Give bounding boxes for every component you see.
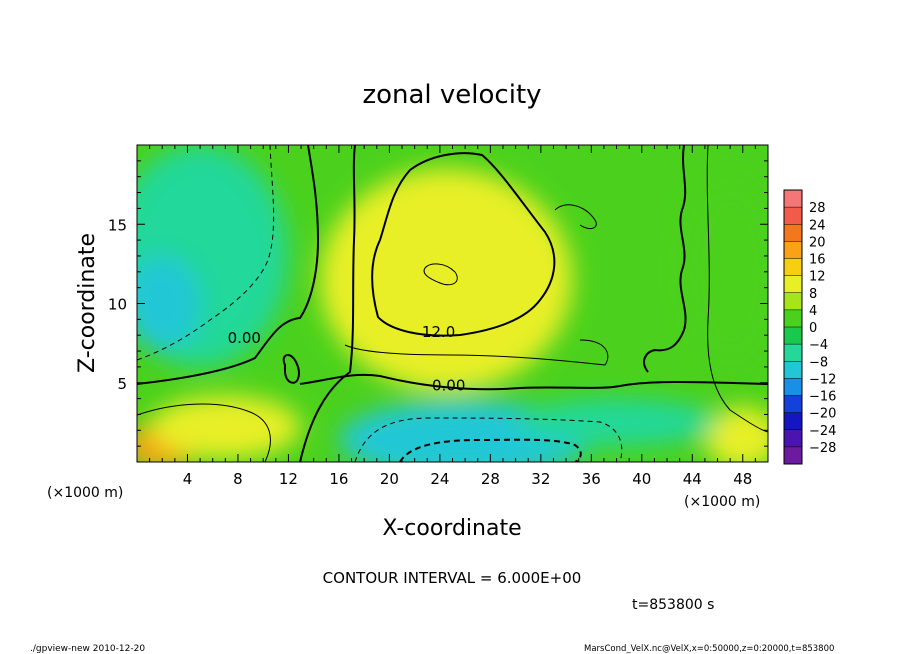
colorbar-swatch bbox=[784, 361, 802, 379]
colorbar-swatch bbox=[784, 207, 802, 225]
velocity-field bbox=[137, 145, 768, 462]
contour-minus-six-bottom bbox=[399, 438, 582, 462]
contour-labels: 0.00 12.0 0.00 bbox=[228, 323, 466, 395]
colorbar-swatch bbox=[784, 327, 802, 345]
x-tick-label: 8 bbox=[233, 470, 243, 488]
footer-left: ./gpview-new 2010-12-20 bbox=[30, 644, 145, 654]
x-axis-ticks: 4 8 12 16 20 24 28 32 36 40 44 48 bbox=[149, 145, 756, 488]
colorbar-swatch bbox=[784, 446, 802, 465]
colorbar-swatch bbox=[784, 429, 802, 448]
contour-lines bbox=[137, 145, 768, 462]
contour-interval-text: CONTOUR INTERVAL = 6.000E+00 bbox=[323, 569, 582, 587]
x-tick-label: 40 bbox=[632, 470, 651, 488]
contour-label-1: 12.0 bbox=[422, 323, 455, 341]
colorbar-label: 24 bbox=[809, 218, 826, 233]
colorbar-swatch bbox=[784, 292, 802, 311]
contour-six-upper bbox=[344, 339, 609, 366]
field-blob-4 bbox=[137, 255, 201, 352]
field-blob-8 bbox=[149, 395, 302, 459]
x-tick-label: 4 bbox=[183, 470, 193, 488]
contour-six-right bbox=[706, 145, 768, 433]
x-tick-label: 32 bbox=[531, 470, 550, 488]
colorbar-label: −16 bbox=[809, 390, 836, 405]
colorbar-swatch bbox=[784, 241, 802, 259]
colorbar-label: −28 bbox=[809, 441, 836, 456]
colorbar-swatch bbox=[784, 378, 802, 396]
field-blob-2 bbox=[319, 168, 573, 391]
contour-six-lower-left bbox=[137, 403, 271, 462]
x-tick-label: 16 bbox=[329, 470, 348, 488]
colorbar-swatch bbox=[784, 309, 802, 328]
contour-twelve bbox=[371, 152, 556, 337]
colorbar-label: −24 bbox=[809, 424, 836, 439]
colorbar-label: 8 bbox=[809, 287, 817, 302]
field-blob-10 bbox=[679, 176, 768, 367]
footer-right: MarsCond_VelX.nc@VelX,x=0:50000,z=0:2000… bbox=[584, 644, 834, 654]
contour-zero-lower bbox=[299, 373, 768, 391]
colorbar-swatch bbox=[784, 344, 802, 362]
colorbar-label: 20 bbox=[809, 235, 826, 250]
colorbar-label: −20 bbox=[809, 407, 836, 422]
y-tick-label: 10 bbox=[108, 296, 127, 314]
colorbar-swatch bbox=[784, 190, 802, 208]
colorbar-swatch bbox=[784, 258, 802, 277]
x-tick-label: 36 bbox=[582, 470, 601, 488]
contour-minus-six-right bbox=[354, 417, 623, 462]
colorbar: 28 24 20 16 12 8 4 0 −4 −8 −12 −16 −20 −24 −28 bbox=[783, 189, 836, 465]
contour-label-0: 0.00 bbox=[228, 329, 261, 347]
colorbar-label: 4 bbox=[809, 304, 817, 319]
colorbar-label: 12 bbox=[809, 270, 826, 285]
contour-zero-left bbox=[137, 145, 320, 385]
colorbar-label: 16 bbox=[809, 253, 826, 268]
x-tick-label: 12 bbox=[279, 470, 298, 488]
x-axis-label: X-coordinate bbox=[382, 516, 521, 541]
contour-eighteen bbox=[423, 263, 458, 286]
x-unit-label-left: (×1000 m) bbox=[47, 485, 123, 501]
time-label: t=853800 s bbox=[632, 597, 714, 613]
x-tick-label: 24 bbox=[430, 470, 449, 488]
y-tick-label: 5 bbox=[117, 375, 127, 393]
colorbar-swatch bbox=[784, 224, 802, 242]
x-tick-label: 20 bbox=[380, 470, 399, 488]
y-tick-label: 15 bbox=[108, 216, 127, 234]
field-blob-11 bbox=[515, 398, 718, 447]
contour-zero-middle bbox=[299, 145, 356, 462]
x-tick-label: 44 bbox=[683, 470, 702, 488]
colorbar-label: 28 bbox=[809, 201, 826, 216]
x-tick-label: 28 bbox=[481, 470, 500, 488]
colorbar-label: −12 bbox=[809, 372, 836, 387]
contour-loop-left bbox=[282, 354, 300, 384]
colorbar-label: 0 bbox=[809, 321, 817, 336]
chart-title: zonal velocity bbox=[362, 80, 541, 110]
contour-zero-right bbox=[643, 145, 687, 373]
contour-minus-six-left bbox=[137, 145, 275, 361]
colorbar-swatch bbox=[784, 395, 802, 414]
colorbar-label: −4 bbox=[809, 338, 828, 353]
plot-area: 0.00 12.0 0.00 bbox=[137, 145, 768, 462]
field-blob-9 bbox=[704, 406, 768, 462]
contour-label-2: 0.00 bbox=[432, 377, 465, 395]
x-tick-label: 48 bbox=[733, 470, 752, 488]
x-unit-label-right: (×1000 m) bbox=[684, 494, 760, 510]
colorbar-label: −8 bbox=[809, 355, 828, 370]
colorbar-swatch bbox=[784, 275, 802, 294]
colorbar-swatch bbox=[784, 412, 802, 431]
y-axis-ticks: 5 10 15 bbox=[108, 160, 768, 447]
contour-six-right-small bbox=[554, 204, 597, 230]
y-axis-label: Z-coordinate bbox=[75, 233, 100, 373]
